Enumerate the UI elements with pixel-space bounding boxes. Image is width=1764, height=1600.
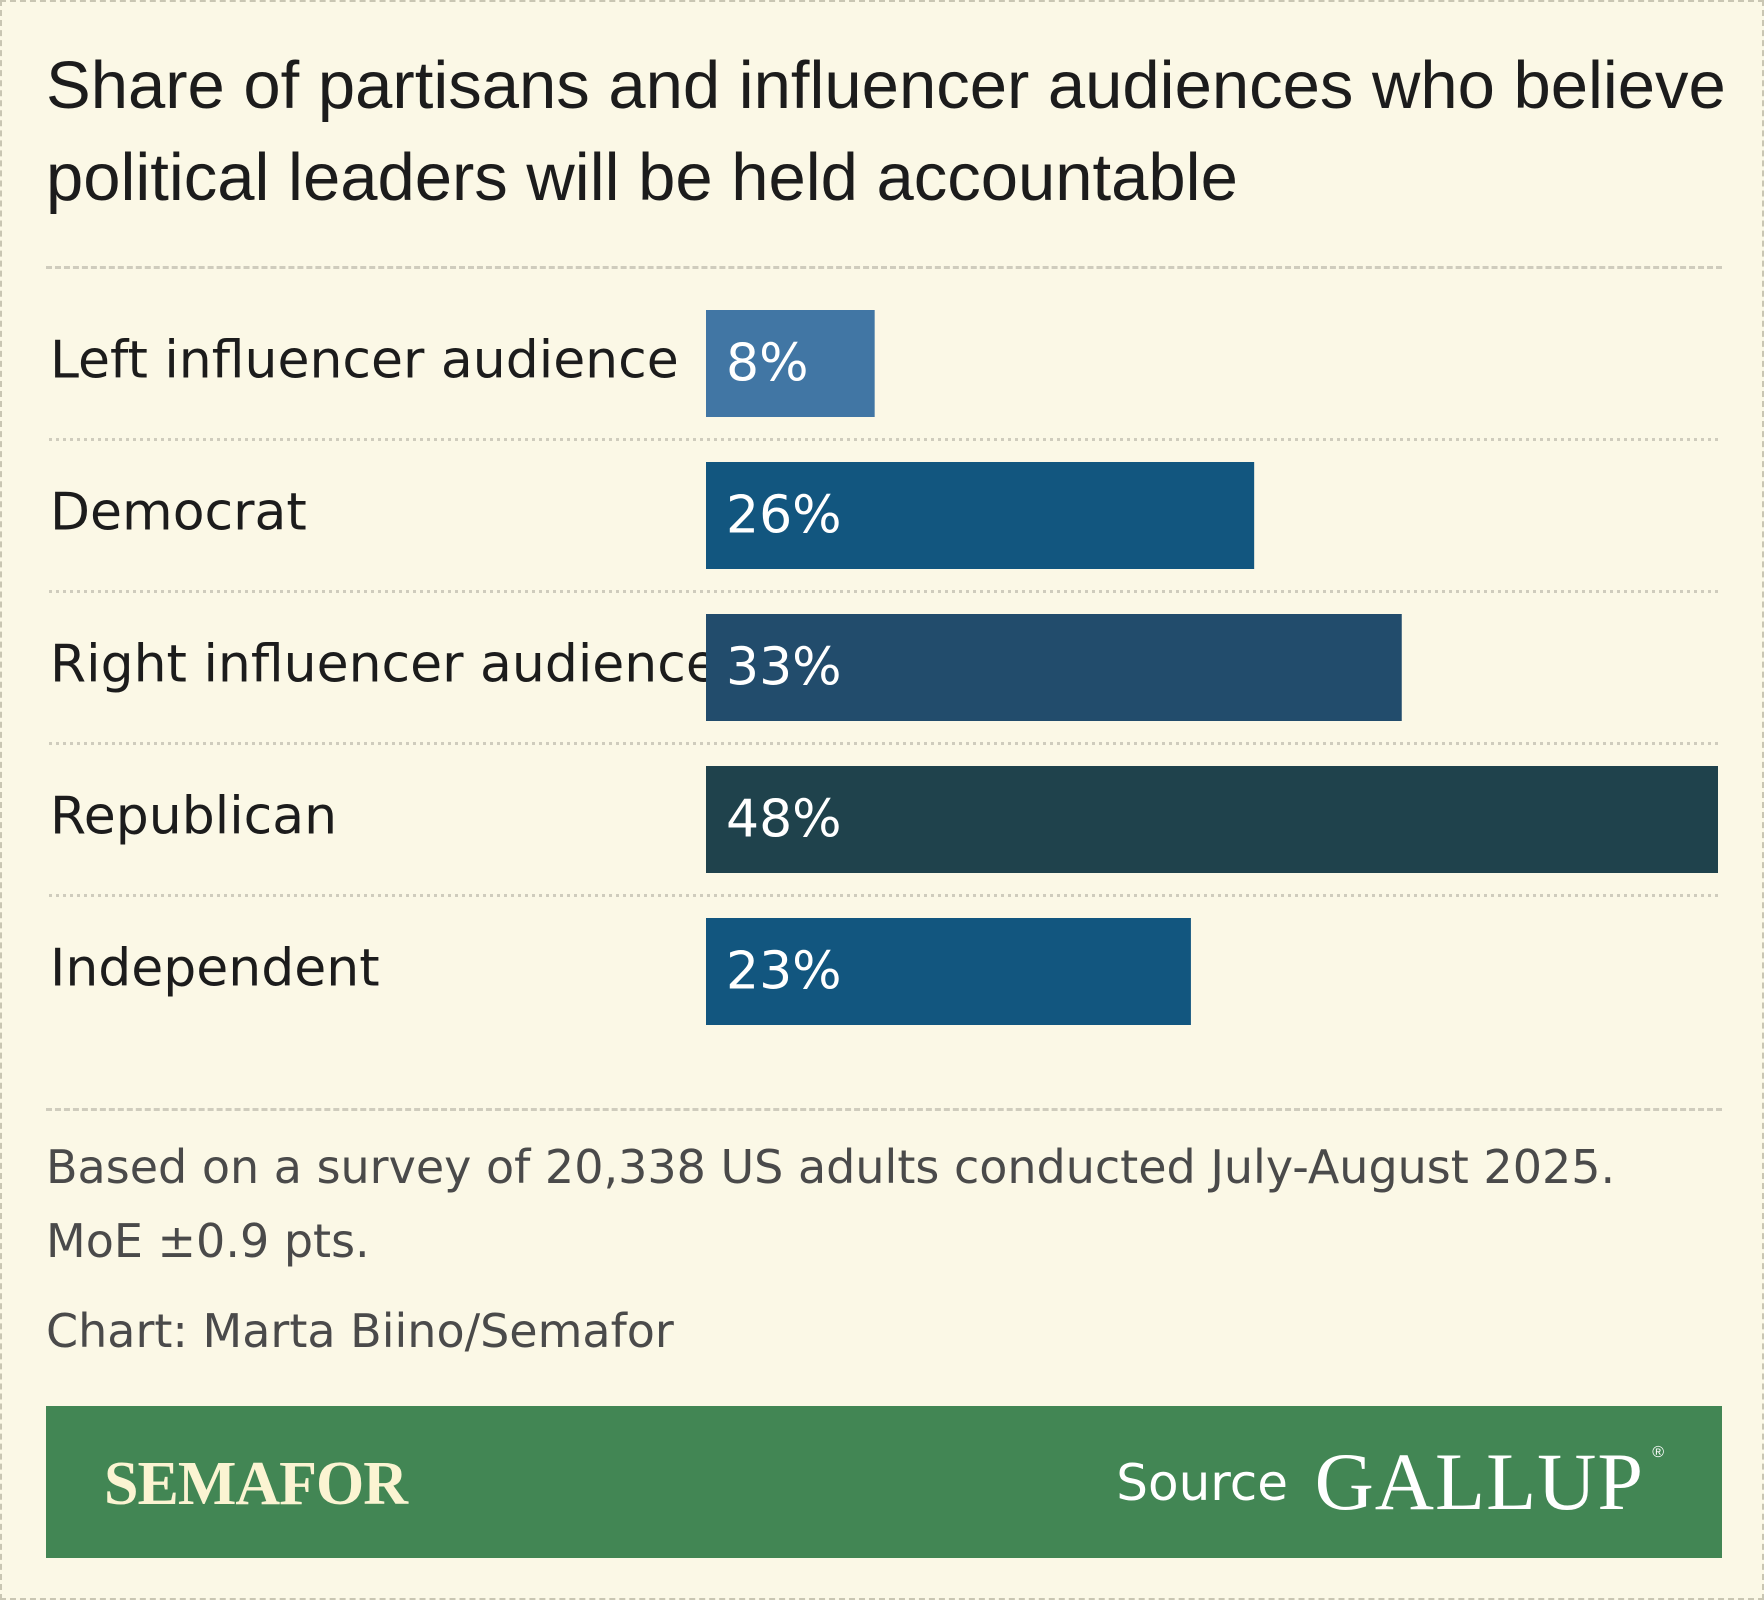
bar-chart-svg: Left influencer audience 8% Democrat 26% Rig… <box>49 310 1718 1025</box>
notes-divider <box>46 1108 1722 1111</box>
data-label: 23% <box>726 942 842 1002</box>
bar <box>706 918 1191 1025</box>
gallup-logo: GALLUP <box>1314 1436 1644 1527</box>
chart-title: Share of partisans and influencer audien… <box>46 48 1726 215</box>
data-label: 33% <box>726 638 842 698</box>
title-divider <box>46 266 1722 269</box>
bar <box>706 310 875 417</box>
bar <box>706 614 1402 721</box>
semafor-logo: SEMAFOR <box>104 1450 408 1518</box>
data-label: 48% <box>726 790 842 850</box>
chart-credit: Chart: Marta Biino/Semafor <box>46 1304 674 1358</box>
data-label: 26% <box>726 486 842 546</box>
survey-note: Based on a survey of 20,338 US adults co… <box>46 1140 1616 1268</box>
bar <box>706 766 1718 873</box>
category-label: Democrat <box>50 483 307 543</box>
bar-chart: Left influencer audience 8% Democrat 26% Rig… <box>2 292 1764 1052</box>
bar <box>706 462 1255 569</box>
source-label: Source <box>1116 1454 1288 1512</box>
category-label: Left influencer audience <box>50 331 679 391</box>
data-label: 8% <box>726 334 809 394</box>
category-label: Independent <box>50 939 380 999</box>
category-label: Right influencer audience <box>50 635 718 695</box>
registered-mark: ® <box>1652 1444 1664 1461</box>
footer-banner: SEMAFOR Source GALLUP ® <box>46 1406 1722 1558</box>
category-label: Republican <box>50 787 337 847</box>
